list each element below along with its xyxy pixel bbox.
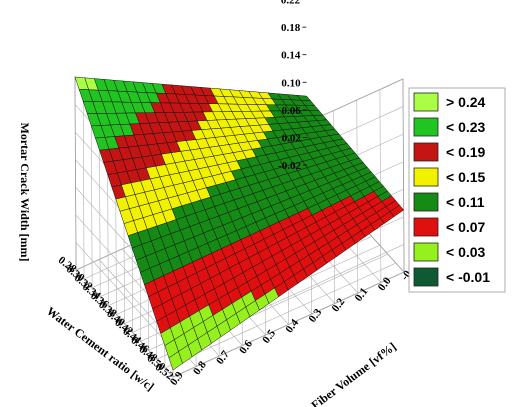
legend-label: < 0.23 (446, 119, 486, 135)
legend-label: < 0.07 (446, 219, 486, 235)
legend-swatch (413, 167, 439, 187)
z-tick-label: 0.02 (282, 132, 302, 144)
z-tick-label: 0.06 (281, 105, 301, 117)
z-tick-label: 0.10 (281, 77, 301, 89)
legend: > 0.24 < 0.23 < 0.19 < 0.15 < 0.11 < 0.07 < 0.… (408, 87, 506, 293)
legend-swatch (413, 192, 439, 212)
legend-label: < 0.15 (446, 169, 486, 185)
z-axis-ticks: -0.020.020.060.100.140.180.220.26 (278, 0, 307, 172)
legend-label: < 0.11 (446, 194, 485, 210)
legend-swatch (413, 92, 439, 112)
legend-swatch (413, 142, 439, 162)
legend-label: > 0.24 (446, 94, 486, 110)
y-axis-title: Fiber Volume [vf%] (308, 339, 398, 407)
surface-cell (389, 204, 405, 217)
legend-swatch (413, 267, 439, 287)
legend-swatch (413, 242, 439, 262)
z-tick-label: 0.18 (281, 22, 301, 34)
z-tick-label: 0.22 (281, 0, 301, 7)
legend-label: < -0.01 (446, 269, 490, 285)
legend-swatch (413, 217, 439, 237)
legend-label: < 0.03 (446, 244, 486, 260)
z-tick-label: 0.14 (281, 50, 301, 62)
legend-swatch (413, 117, 439, 137)
z-axis-title: Mortar Crack Width [mm] (18, 123, 32, 262)
z-tick-label: -0.02 (278, 160, 301, 172)
surface-mesh (74, 76, 405, 371)
legend-label: < 0.19 (446, 144, 486, 160)
